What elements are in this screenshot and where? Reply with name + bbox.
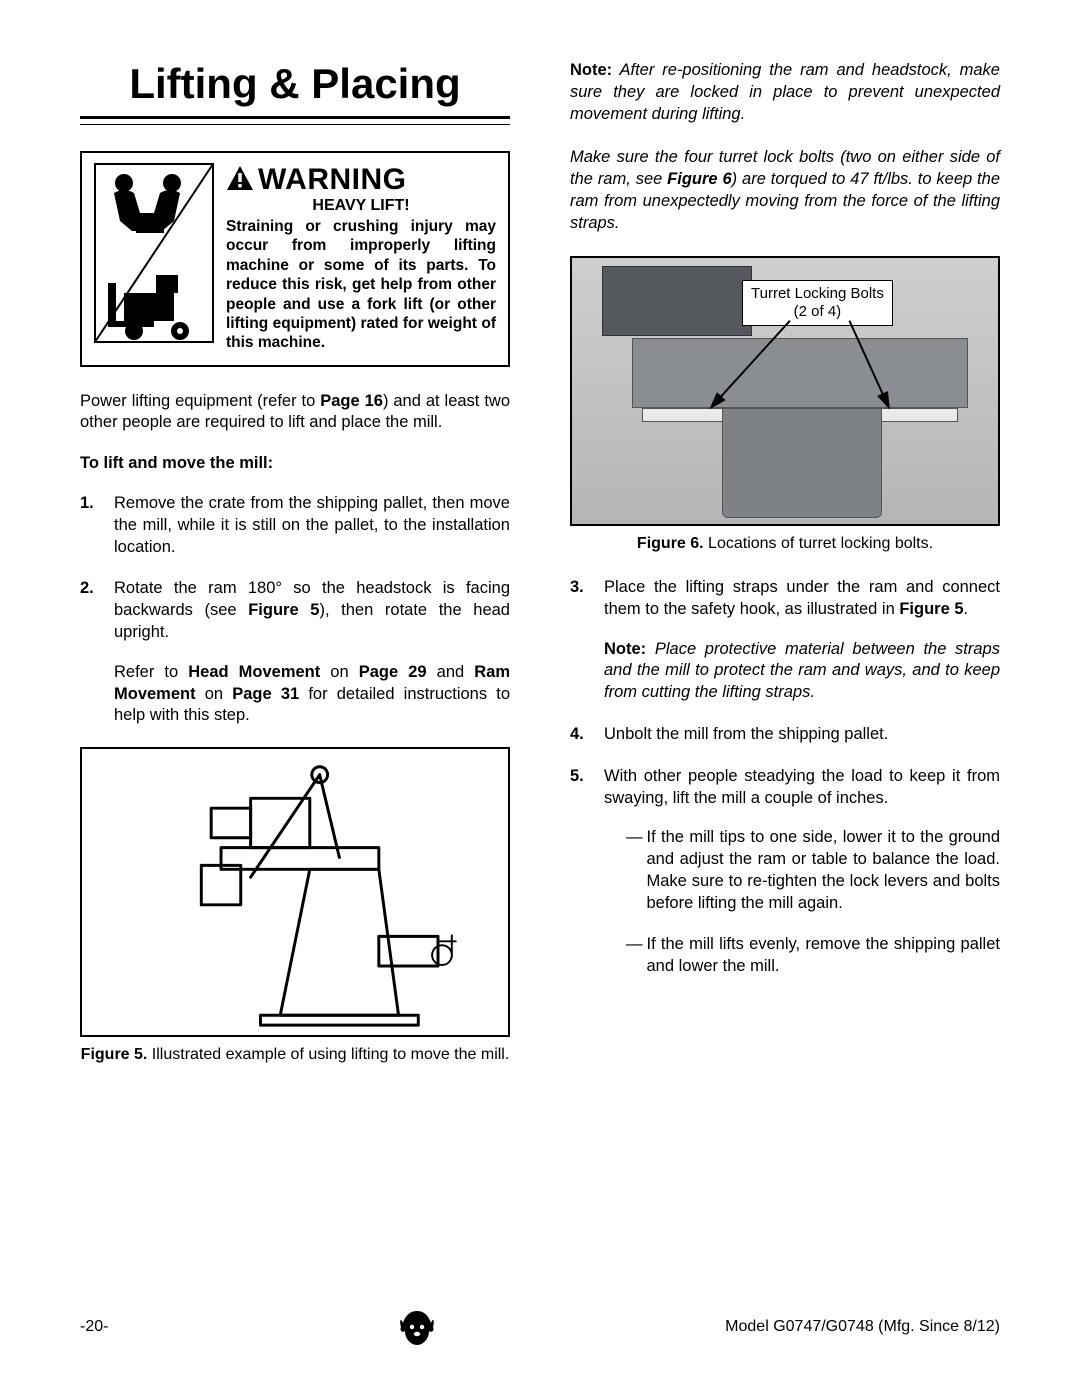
note-turret-bolts: Make sure the four turret lock bolts (tw… [570, 147, 1000, 234]
step-3-note: Note: Place protective material between … [604, 639, 1000, 704]
two-column-layout: Lifting & Placing [80, 60, 1000, 1277]
warning-subhead: HEAVY LIFT! [226, 197, 496, 215]
intro-page-ref: Page 16 [320, 392, 383, 410]
step-3-body: Place the lifting straps under the ram a… [604, 577, 1000, 704]
step-number: 5. [570, 766, 590, 998]
step-number: 1. [80, 493, 100, 558]
section-title: Lifting & Placing [80, 60, 510, 108]
figure-5-caption: Figure 5. Illustrated example of using l… [80, 1045, 510, 1066]
warning-triangle-icon [226, 165, 254, 195]
intro-pre: Power lifting equipment (refer to [80, 392, 320, 410]
step-5: 5. With other people steadying the load … [570, 766, 1000, 998]
note-reposition: Note: After re-positioning the ram and h… [570, 60, 1000, 125]
figure-5 [80, 747, 510, 1037]
procedure-heading: To lift and move the mill: [80, 454, 510, 473]
step-1: 1. Remove the crate from the shipping pa… [80, 493, 510, 558]
step-2: 2. Rotate the ram 180° so the headstock … [80, 578, 510, 727]
step-4-body: Unbolt the mill from the shipping pallet… [604, 724, 1000, 746]
warning-body: Straining or crushing injury may occur f… [226, 217, 496, 353]
step-5-body: With other people steadying the load to … [604, 766, 1000, 998]
divider-thin [80, 124, 510, 125]
right-column: Note: After re-positioning the ram and h… [570, 60, 1000, 1277]
steps-right: 3. Place the lifting straps under the ra… [570, 577, 1000, 998]
step-number: 4. [570, 724, 590, 746]
figure-6: Turret Locking Bolts (2 of 4) [570, 256, 1000, 526]
intro-paragraph: Power lifting equipment (refer to Page 1… [80, 391, 510, 435]
warning-box: WARNING HEAVY LIFT! Straining or crushin… [80, 151, 510, 367]
page-number: -20- [80, 1318, 108, 1336]
figure-6-caption: Figure 6. Locations of turret locking bo… [570, 534, 1000, 555]
step-4: 4. Unbolt the mill from the shipping pal… [570, 724, 1000, 746]
left-column: Lifting & Placing [80, 60, 510, 1277]
page-footer: -20- Model G0747/G0748 (Mfg. Since 8/12) [80, 1277, 1000, 1347]
page: Lifting & Placing [0, 0, 1080, 1397]
step-number: 2. [80, 578, 100, 727]
step-5b: —If the mill lifts evenly, remove the sh… [604, 934, 1000, 978]
step-5a: —If the mill tips to one side, lower it … [604, 827, 1000, 914]
step-3: 3. Place the lifting straps under the ra… [570, 577, 1000, 704]
divider-thick [80, 116, 510, 119]
steps-left: 1. Remove the crate from the shipping pa… [80, 493, 510, 727]
step-2-sub: Refer to Head Movement on Page 29 and Ra… [114, 662, 510, 727]
step-1-body: Remove the crate from the shipping palle… [114, 493, 510, 558]
step-2-body: Rotate the ram 180° so the headstock is … [114, 578, 510, 727]
warning-text: WARNING HEAVY LIFT! Straining or crushin… [226, 163, 496, 353]
model-info: Model G0747/G0748 (Mfg. Since 8/12) [725, 1318, 1000, 1336]
warning-heading: WARNING [226, 163, 496, 197]
brand-logo-icon [397, 1307, 437, 1347]
heavy-lift-icon [94, 163, 214, 353]
step-number: 3. [570, 577, 590, 704]
warning-heading-text: WARNING [258, 163, 407, 197]
